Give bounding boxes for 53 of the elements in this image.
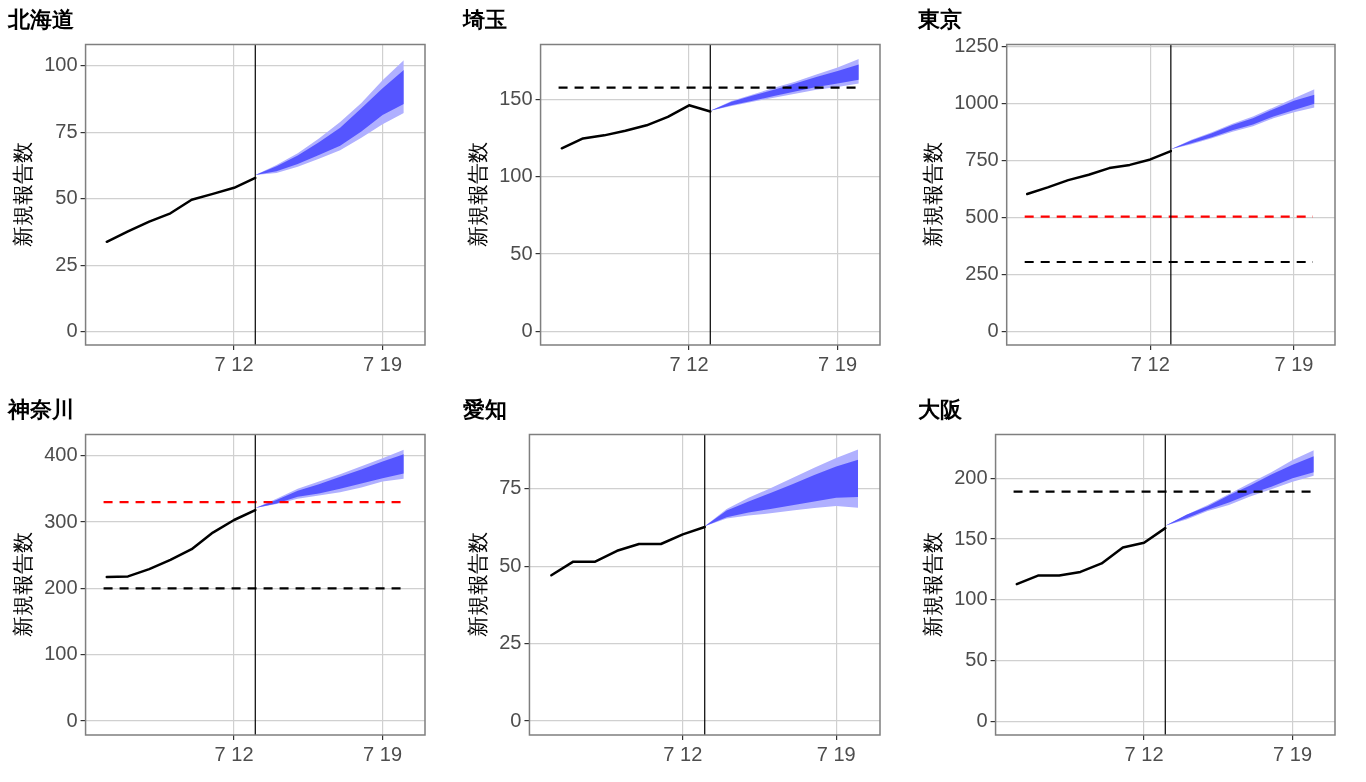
y-axis-title: 新規報告数 (466, 142, 490, 248)
y-tick-label: 300 (44, 509, 78, 532)
x-tick-label: 7 12 (1130, 352, 1170, 375)
y-tick-label: 400 (44, 443, 78, 466)
chart-title: 東京 (917, 7, 962, 33)
y-tick-label: 1250 (954, 34, 999, 57)
x-tick-label: 7 12 (214, 352, 254, 375)
y-tick-label: 0 (66, 319, 78, 342)
y-tick-label: 150 (499, 87, 533, 110)
y-tick-label: 75 (55, 119, 78, 142)
y-tick-label: 250 (965, 261, 999, 284)
x-tick-label: 7 12 (214, 742, 254, 765)
y-tick-label: 0 (510, 708, 522, 731)
y-tick-label: 150 (954, 526, 988, 549)
y-tick-label: 25 (499, 631, 522, 654)
y-axis-title: 新規報告数 (921, 532, 945, 638)
y-tick-label: 0 (987, 318, 999, 341)
y-axis-title: 新規報告数 (921, 142, 945, 248)
y-tick-label: 100 (954, 587, 988, 610)
chart-title: 埼玉 (462, 7, 507, 33)
y-tick-label: 25 (55, 252, 78, 275)
y-tick-label: 50 (55, 186, 78, 209)
y-tick-label: 0 (66, 708, 78, 731)
chart-title: 神奈川 (7, 397, 74, 423)
x-tick-label: 7 19 (363, 352, 403, 375)
y-tick-label: 75 (499, 476, 522, 499)
y-tick-label: 50 (499, 553, 522, 576)
y-tick-label: 750 (965, 148, 999, 171)
x-tick-label: 7 19 (363, 742, 403, 765)
y-tick-label: 50 (965, 648, 988, 671)
x-tick-label: 7 12 (663, 742, 703, 765)
chart-title: 北海道 (7, 7, 74, 33)
y-tick-label: 100 (44, 53, 78, 76)
x-tick-label: 7 19 (818, 352, 858, 375)
x-tick-label: 7 19 (1273, 742, 1313, 765)
y-tick-label: 100 (499, 164, 533, 187)
y-tick-label: 200 (954, 465, 988, 488)
y-tick-label: 1000 (954, 91, 999, 114)
y-tick-label: 0 (521, 318, 533, 341)
y-tick-label: 50 (510, 241, 533, 264)
y-tick-label: 500 (965, 204, 999, 227)
y-tick-label: 0 (976, 709, 988, 732)
x-tick-label: 7 19 (1274, 352, 1314, 375)
x-tick-label: 7 19 (816, 742, 856, 765)
chart-title: 大阪 (918, 397, 963, 423)
y-tick-label: 100 (44, 642, 78, 665)
y-tick-label: 200 (44, 575, 78, 598)
y-axis-title: 新規報告数 (11, 142, 35, 248)
y-axis-title: 新規報告数 (11, 532, 35, 638)
x-tick-label: 7 12 (1124, 742, 1164, 765)
chart-title: 愛知 (463, 397, 507, 423)
x-tick-label: 7 12 (669, 352, 709, 375)
y-axis-title: 新規報告数 (466, 532, 490, 638)
